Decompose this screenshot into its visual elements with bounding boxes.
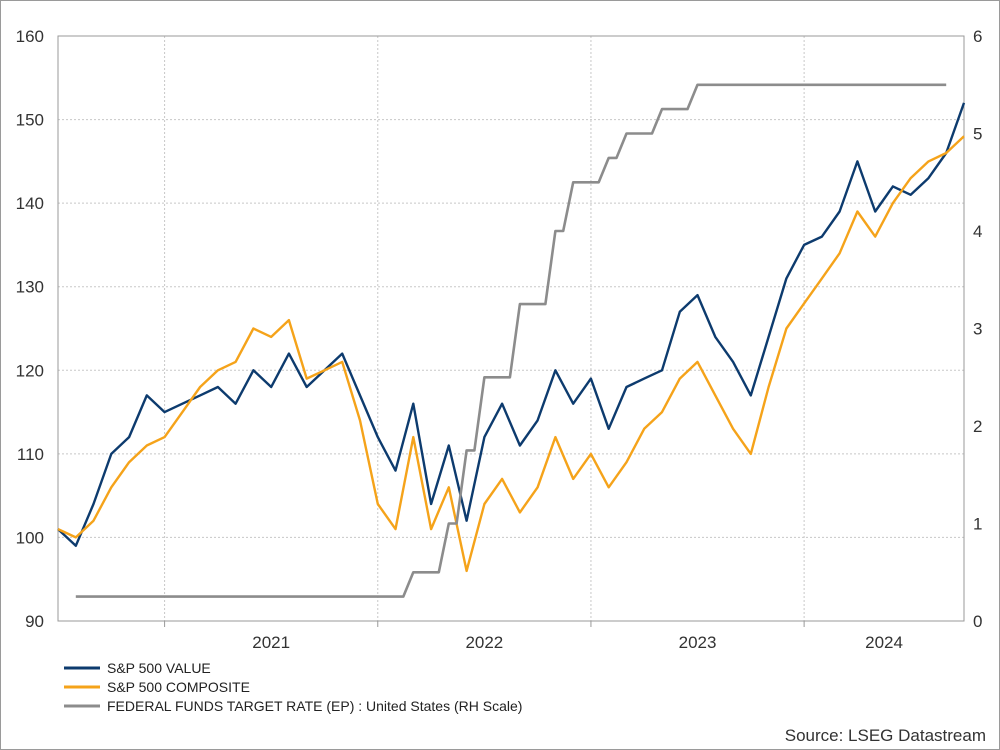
legend: S&P 500 VALUE S&P 500 COMPOSITE FEDERAL FU… <box>64 660 522 714</box>
x-tick-label: 2021 <box>252 633 290 652</box>
source-label: Source: LSEG Datastream <box>785 726 986 745</box>
y-left-tick-label: 90 <box>25 612 44 631</box>
plot-area <box>57 35 965 622</box>
series-lines <box>57 83 966 598</box>
legend-label: S&P 500 COMPOSITE <box>107 679 250 695</box>
y-left-tick-label: 140 <box>16 194 44 213</box>
y-right-tick-label: 6 <box>973 27 982 46</box>
axes: 90 100 110 120 130 140 150 160 0 1 2 3 4 5 6 2021 2022 20… <box>16 27 983 652</box>
y-right-tick-label: 1 <box>973 515 982 534</box>
series-line-3 <box>75 83 947 598</box>
series-line-2 <box>57 135 965 573</box>
y-left-tick-label: 160 <box>16 27 44 46</box>
x-tick-label: 2022 <box>465 633 503 652</box>
y-right-tick-label: 0 <box>973 612 982 631</box>
x-tick-label: 2023 <box>679 633 717 652</box>
y-right-tick-label: 2 <box>973 417 982 436</box>
grid <box>58 36 964 621</box>
legend-label: FEDERAL FUNDS TARGET RATE (EP) : United … <box>107 698 522 714</box>
legend-label: S&P 500 VALUE <box>107 660 211 676</box>
y-left-tick-label: 120 <box>16 361 44 380</box>
y-left-tick-label: 150 <box>16 111 44 130</box>
y-right-tick-label: 5 <box>973 125 982 144</box>
y-left-tick-label: 100 <box>16 528 44 547</box>
y-left-tick-label: 130 <box>16 278 44 297</box>
y-left-tick-label: 110 <box>17 445 44 464</box>
x-tick-label: 2024 <box>865 633 903 652</box>
series-line-1 <box>57 102 966 547</box>
y-right-tick-label: 3 <box>973 320 982 339</box>
y-right-tick-label: 4 <box>973 222 982 241</box>
